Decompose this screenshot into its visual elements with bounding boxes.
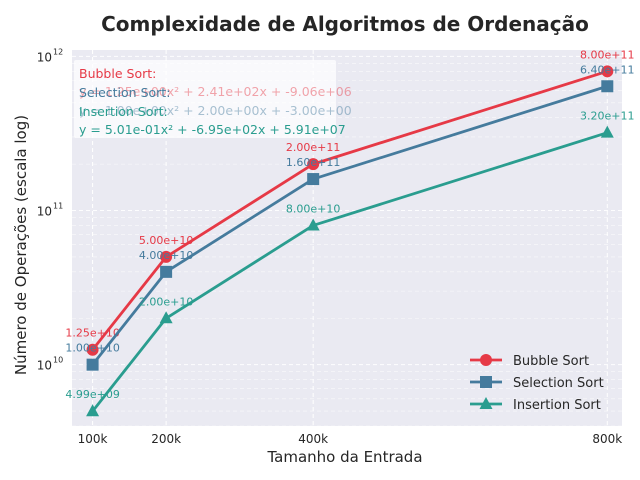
insertion-sort-data-label: 3.20e+11 — [580, 110, 634, 123]
x-axis-label: Tamanho da Entrada — [266, 448, 422, 466]
x-tick-label: 100k — [78, 432, 108, 446]
x-tick-label: 400k — [298, 432, 328, 446]
bubble-sort-point — [86, 343, 99, 356]
insertion-sort-point — [306, 218, 320, 231]
legend-entry: Selection Sort — [513, 376, 604, 391]
y-tick-label: 10 — [37, 50, 52, 64]
annotation-title: Bubble Sort: — [79, 66, 156, 81]
bubble-sort-data-label: 5.00e+10 — [139, 234, 193, 247]
insertion-sort-data-label: 4.99e+09 — [65, 388, 119, 401]
insertion-sort-data-label: 8.00e+10 — [286, 202, 340, 215]
series-insertion-sort: 4.99e+09 2.00e+10 8.00e+10 3.20e+11 — [65, 110, 635, 417]
annotation-equation: y = 1.00e+00x² + 2.00e+00x + -3.00e+00 — [79, 103, 352, 118]
annotation-box — [74, 60, 336, 138]
insertion-sort-point — [600, 125, 614, 138]
y-tick-exponent: 12 — [53, 47, 63, 56]
insertion-sort-point — [159, 311, 173, 324]
y-tick-label: 10 — [37, 359, 52, 373]
x-tick-label: 800k — [592, 432, 622, 446]
annotation-title: Selection Sort: — [79, 85, 170, 100]
selection-sort-data-label: 4.00e+10 — [139, 249, 193, 262]
x-tick-label: 200k — [151, 432, 181, 446]
equation-annotations: Bubble Sort: y = 1.25e+00x² + 2.41e+02x +… — [74, 60, 352, 138]
bubble-sort-point — [160, 250, 173, 263]
annotation-title: Insertion Sort: — [79, 104, 168, 119]
y-axis-label: Número de Operações (escala log) — [12, 115, 30, 375]
insertion-sort-data-label: 2.00e+10 — [139, 295, 193, 308]
annotation-equation: y = 5.01e-01x² + -6.95e+02x + 5.91e+07 — [79, 122, 346, 137]
legend-marker — [479, 397, 493, 409]
series-selection-sort: 1.00e+10 4.00e+10 1.60e+11 6.40e+11 — [65, 63, 635, 371]
legend-entry: Bubble Sort — [513, 354, 589, 369]
bubble-sort-data-label: 8.00e+11 — [580, 48, 634, 61]
selection-sort-point — [160, 265, 173, 278]
selection-sort-line — [91, 84, 608, 366]
bubble-sort-line — [91, 69, 608, 351]
y-tick-label: 10 — [37, 205, 52, 219]
legend-marker — [480, 354, 492, 366]
selection-sort-point — [601, 80, 614, 93]
legend-entry: Insertion Sort — [513, 398, 601, 413]
y-tick-exponent: 11 — [53, 202, 63, 211]
selection-sort-data-label: 1.60e+11 — [286, 156, 340, 169]
insertion-sort-line — [91, 131, 608, 413]
bubble-sort-data-label: 2.00e+11 — [286, 141, 340, 154]
legend: Bubble Sort Selection Sort Insertion Sort — [470, 354, 604, 413]
y-tick-exponent: 10 — [53, 356, 63, 365]
insertion-sort-point — [86, 404, 100, 417]
chart-title: Complexidade de Algoritmos de Ordenação — [101, 12, 589, 36]
selection-sort-point — [307, 173, 320, 186]
bubble-sort-point — [601, 65, 614, 78]
selection-sort-data-label: 6.40e+11 — [580, 63, 634, 76]
bubble-sort-data-label: 1.25e+10 — [65, 327, 119, 340]
bubble-sort-point — [307, 158, 320, 171]
series-bubble-sort: 1.25e+10 5.00e+10 2.00e+11 8.00e+11 — [65, 48, 635, 356]
legend-marker — [480, 376, 492, 388]
selection-sort-data-label: 1.00e+10 — [65, 342, 119, 355]
annotation-equation: y = 1.25e+00x² + 2.41e+02x + -9.06e+06 — [79, 84, 352, 99]
selection-sort-point — [86, 358, 99, 371]
